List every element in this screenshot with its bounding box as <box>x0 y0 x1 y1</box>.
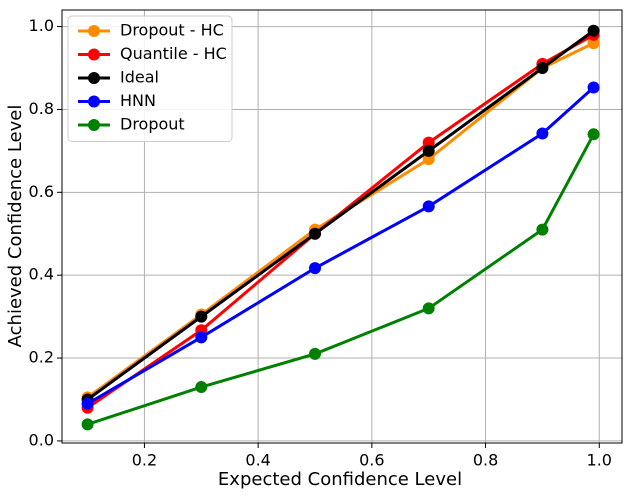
data-point <box>536 62 549 75</box>
y-tick-label: 0.0 <box>29 430 54 449</box>
x-tick-label: 0.2 <box>132 451 157 470</box>
y-tick-label: 0.4 <box>29 265 54 284</box>
legend-label: HNN <box>120 91 156 110</box>
x-axis-label: Expected Confidence Level <box>218 469 462 490</box>
data-point <box>587 24 600 37</box>
legend-label: Dropout <box>120 115 185 134</box>
legend-label: Ideal <box>120 68 159 87</box>
x-tick-label: 1.0 <box>587 451 612 470</box>
y-tick-label: 0.8 <box>29 99 54 118</box>
plot-frame <box>61 9 623 444</box>
legend-box <box>67 15 233 142</box>
data-point <box>195 381 208 394</box>
series-line <box>87 133 595 426</box>
data-point <box>587 128 600 141</box>
x-tick-label: 0.8 <box>473 451 498 470</box>
data-point <box>81 397 94 410</box>
y-tick-label: 1.0 <box>29 16 54 35</box>
data-point <box>536 127 549 140</box>
legend-label: Dropout - HC <box>120 21 224 40</box>
data-point <box>195 310 208 323</box>
data-point <box>422 302 435 315</box>
legend-marker <box>88 72 100 84</box>
x-tick-label: 0.4 <box>245 451 270 470</box>
data-point <box>422 144 435 157</box>
legend-marker <box>88 119 100 131</box>
x-tick-label: 0.6 <box>359 451 384 470</box>
y-tick-label: 0.2 <box>29 348 54 367</box>
legend-marker <box>88 95 100 108</box>
data-point <box>587 37 600 50</box>
data-point <box>536 223 549 236</box>
data-point <box>308 347 321 360</box>
series-line <box>86 29 595 401</box>
series-line <box>86 86 595 405</box>
data-point <box>422 153 435 166</box>
data-point <box>422 136 435 149</box>
y-tick-label: 0.6 <box>29 182 54 201</box>
data-point <box>308 227 321 240</box>
data-point <box>587 81 600 94</box>
series-line <box>86 33 595 410</box>
legend-marker <box>88 25 100 37</box>
data-point <box>195 331 208 344</box>
legend-marker <box>88 48 100 61</box>
data-point <box>422 200 435 213</box>
y-axis-label: Achieved Confidence Level <box>5 105 26 348</box>
legend-label: Quantile - HC <box>120 44 227 63</box>
data-point <box>81 418 94 431</box>
data-point <box>308 262 321 275</box>
series-line <box>86 41 595 399</box>
